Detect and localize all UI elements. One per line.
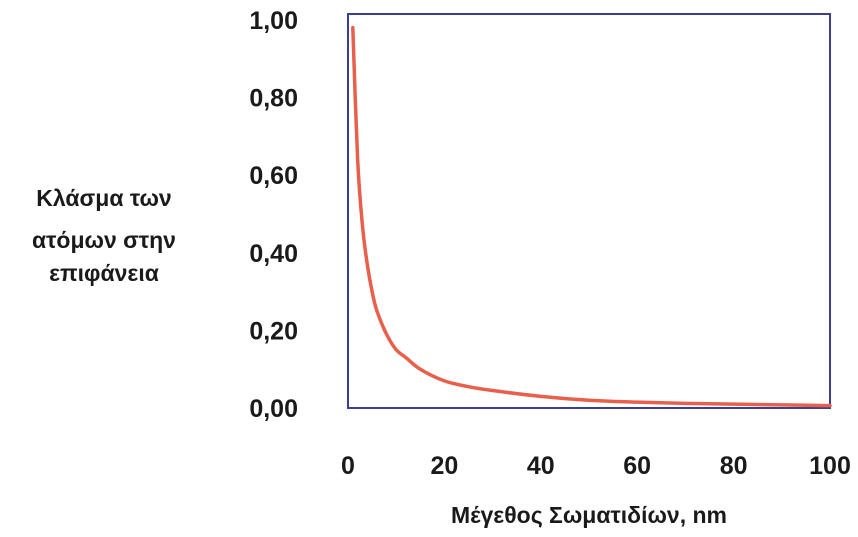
x-tick-label: 100: [809, 452, 851, 480]
x-tick-label: 80: [720, 452, 748, 480]
plot-frame: [347, 13, 831, 409]
y-tick-label: 1,00: [249, 7, 298, 35]
y-tick-label: 0,60: [249, 162, 298, 190]
y-tick-label: 0,00: [249, 395, 298, 423]
x-tick-label: 20: [430, 452, 458, 480]
y-tick-label: 0,80: [249, 85, 298, 113]
x-tick-label: 40: [527, 452, 555, 480]
series-lines: [351, 25, 832, 408]
y-axis-label-line: ατόμων στην: [32, 227, 176, 253]
y-axis-label-line: επιφάνεια: [49, 260, 159, 286]
x-tick-label: 0: [341, 452, 355, 480]
x-axis-label: Μέγεθος Σωματιδίων, nm: [451, 502, 727, 528]
series-line: [351, 25, 832, 408]
y-axis-label: Κλάσμα των ατόμων στην επιφάνεια: [32, 185, 176, 286]
y-tick-label: 0,20: [249, 317, 298, 345]
y-tick-label: 0,40: [249, 240, 298, 268]
x-tick-labels: 0 20 40 60 80 100: [341, 452, 851, 480]
x-tick-label: 60: [623, 452, 651, 480]
y-tick-labels: 0,00 0,20 0,40 0,60 0,80 1,00: [249, 7, 298, 423]
y-axis-label-line: Κλάσμα των: [36, 185, 171, 211]
